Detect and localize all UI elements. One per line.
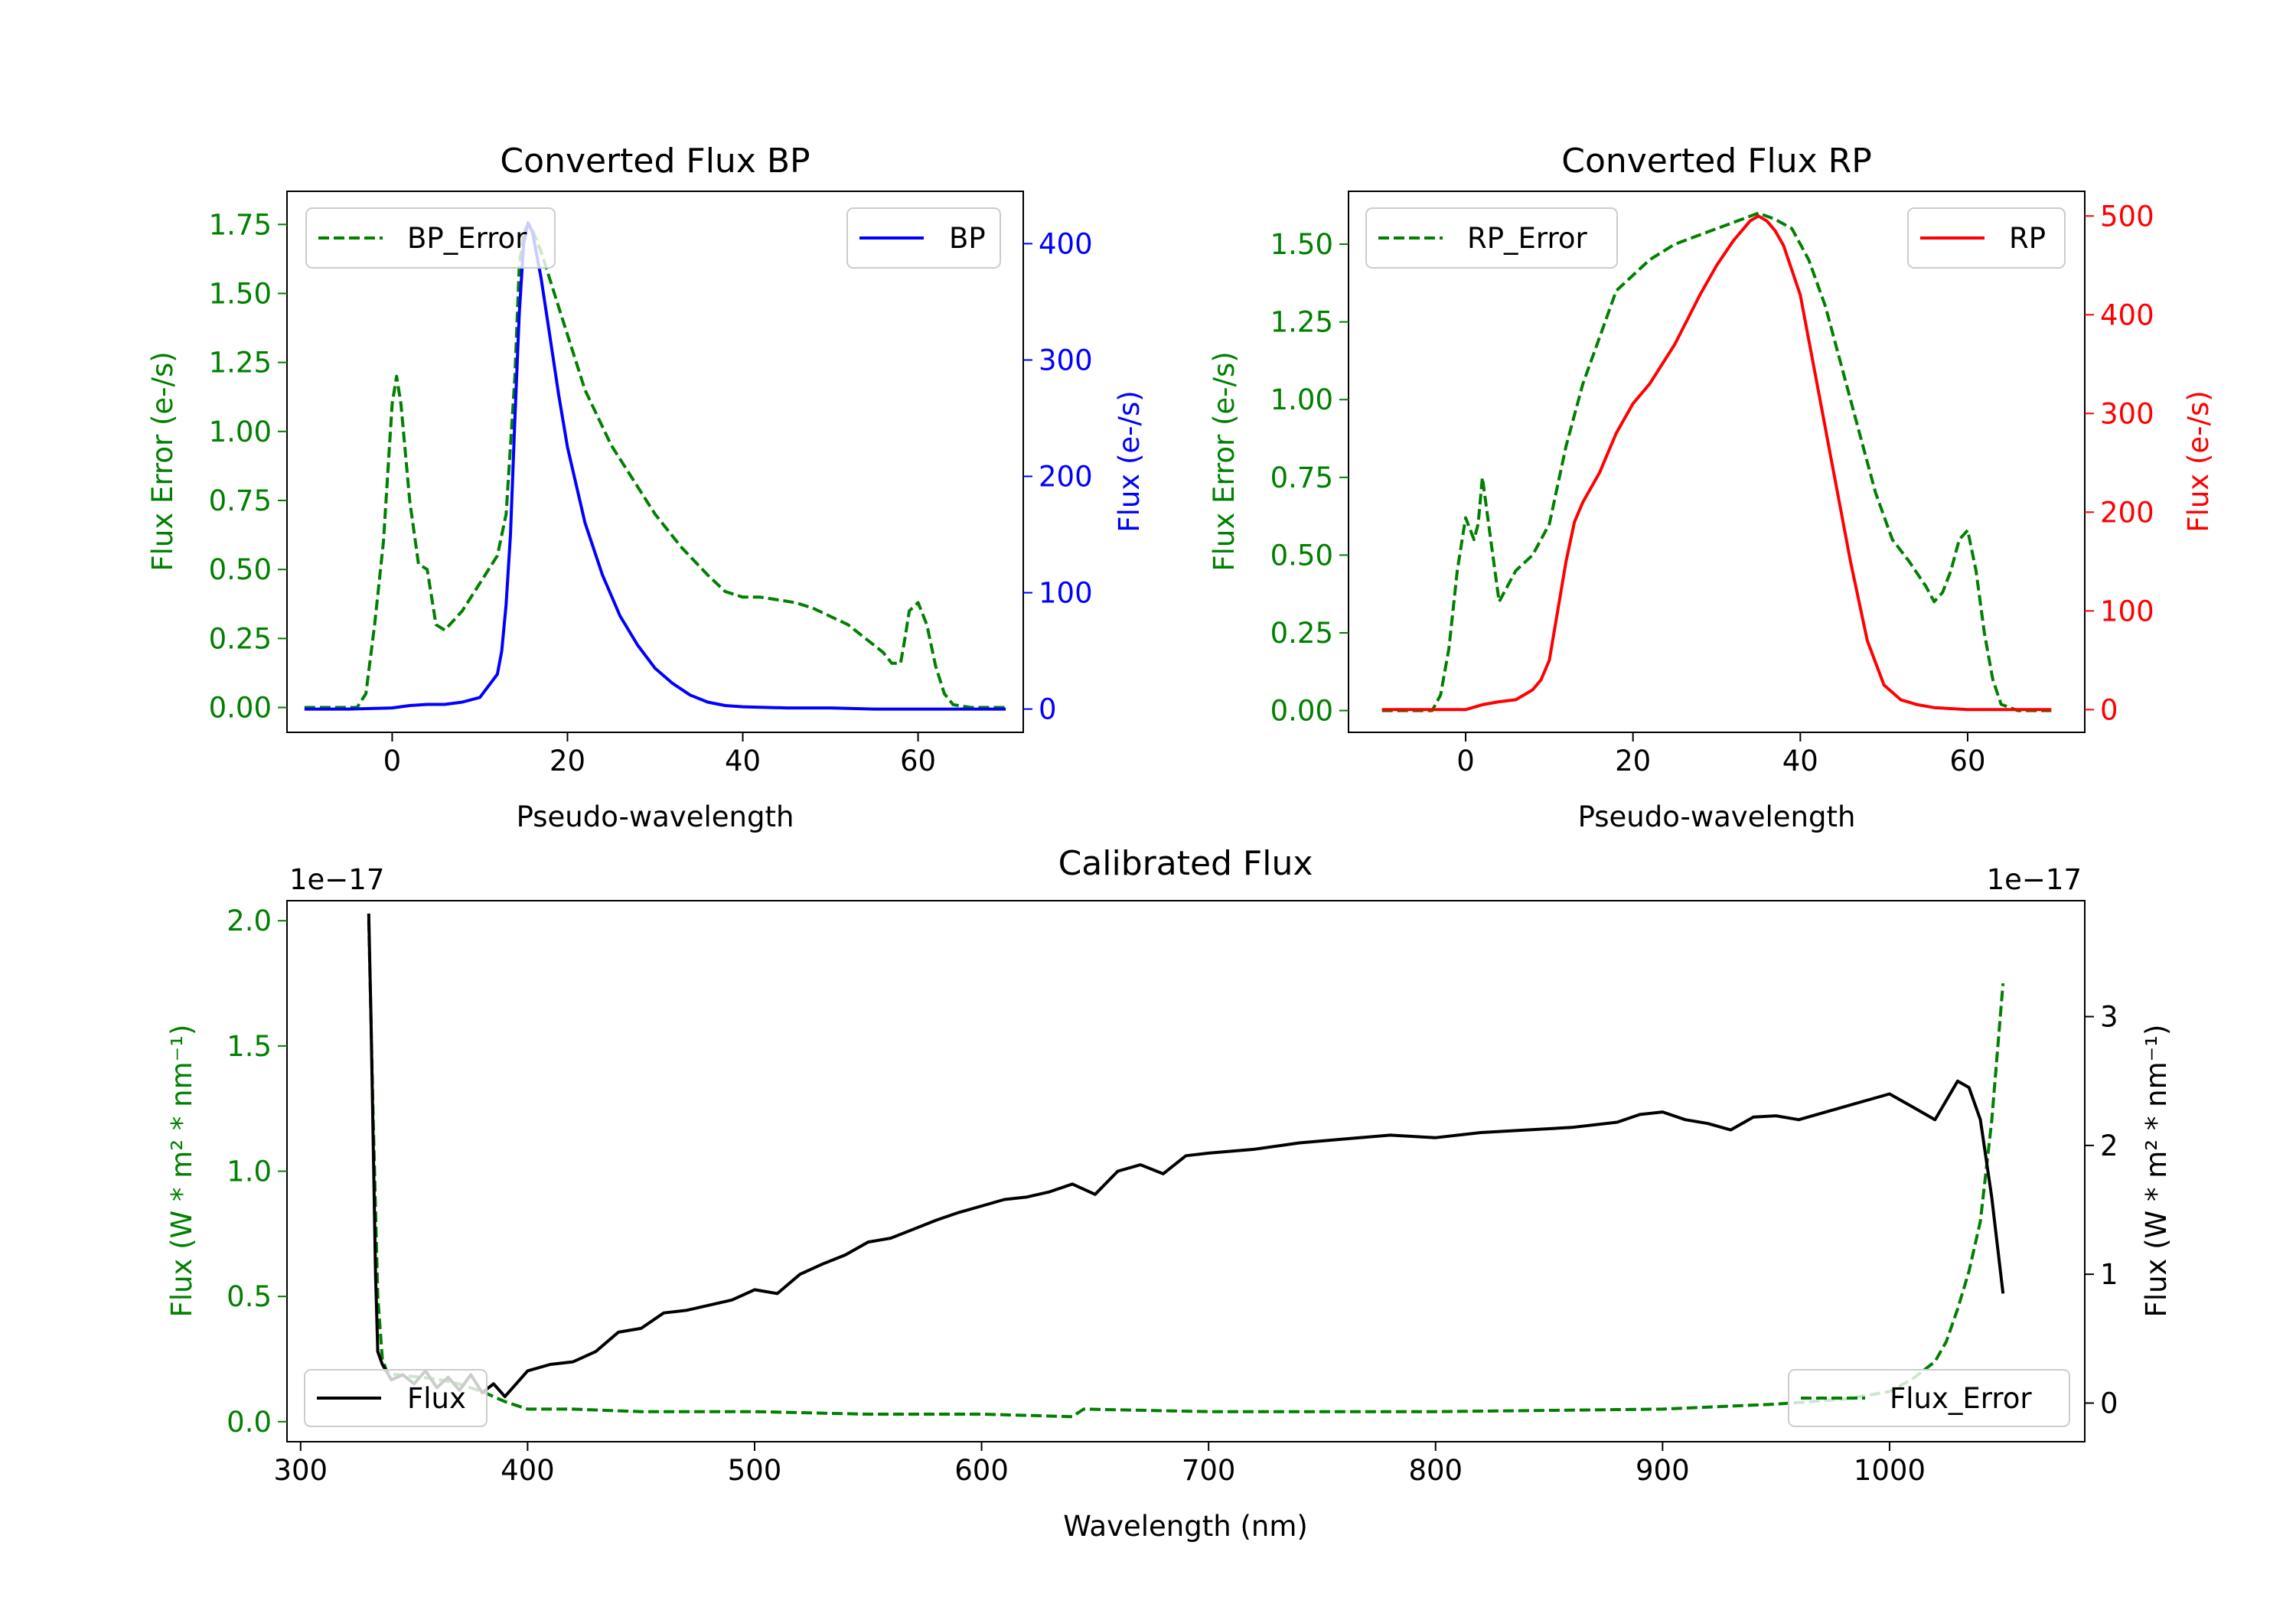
x-tick-label: 700 — [1182, 1454, 1236, 1487]
y-tick-label-right: 100 — [2100, 595, 2154, 627]
y-axis-label-left-rp: Flux Error (e-/s) — [1208, 351, 1241, 571]
y-axis-label-right-rp: Flux (e-/s) — [2182, 390, 2215, 532]
y-tick-label-right: 100 — [1039, 577, 1093, 610]
x-axis-label-rp: Pseudo-wavelength — [1578, 800, 1856, 833]
y-tick-label-left: 0.0 — [227, 1406, 272, 1439]
x-tick-label: 500 — [728, 1454, 782, 1487]
x-tick-label: 800 — [1408, 1454, 1463, 1487]
y-tick-label-right: 0 — [2100, 1387, 2118, 1420]
y-tick-label-right: 200 — [1039, 461, 1093, 494]
legend-label: BP_Error — [407, 222, 527, 255]
legend-box — [1788, 1369, 2070, 1427]
y-tick-label-right: 400 — [2100, 298, 2154, 331]
y-axis-label-left-bp: Flux Error (e-/s) — [146, 351, 179, 571]
series-lines-bp — [304, 221, 1006, 711]
y-tick-label-left: 0.25 — [209, 622, 272, 655]
x-tick-label: 60 — [900, 745, 936, 777]
series-line-bp-error — [304, 223, 1006, 709]
y-tick-label-left: 1.00 — [209, 416, 272, 448]
y-tick-label-left: 0.5 — [227, 1280, 272, 1313]
x-tick-label: 60 — [1949, 745, 1985, 777]
x-tick-label: 0 — [1456, 745, 1475, 777]
x-tick-label: 0 — [383, 745, 402, 777]
plot-area-bp — [286, 191, 1024, 733]
y-tick-label-left: 1.25 — [209, 347, 272, 380]
legend-flux: Flux — [304, 1369, 488, 1427]
y-tick-label-left: 0.50 — [1270, 539, 1333, 572]
chart-title-bp: Converted Flux BP — [500, 142, 810, 181]
series-line-bp — [304, 221, 1006, 711]
legend-rp: RP — [1907, 207, 2066, 269]
y-axis-label-right-bp: Flux (e-/s) — [1113, 390, 1146, 532]
x-tick-label: 20 — [1615, 745, 1651, 777]
ticks-calibrated: 300 400 500 600 700 800 900 1000 0.0 0.5 1.0 1.5 2.0… — [227, 905, 2118, 1487]
y-tick-label-left: 1.50 — [1270, 228, 1333, 261]
x-tick-label: 40 — [725, 745, 761, 777]
legend-box — [1365, 207, 1618, 269]
legend-flux-error: Flux_Error — [1788, 1369, 2070, 1427]
plot-area-rp — [1348, 191, 2086, 733]
legend-label: RP — [2009, 222, 2046, 255]
y-tick-label-right: 300 — [2100, 397, 2154, 430]
y-tick-label-right: 400 — [1039, 227, 1093, 260]
offset-text-right: 1e−17 — [1987, 863, 2082, 896]
chart-title-calibrated: Calibrated Flux — [1058, 844, 1313, 883]
x-tick-label: 300 — [273, 1454, 328, 1487]
y-tick-label-left: 1.00 — [1270, 383, 1333, 416]
y-tick-label-left: 1.50 — [209, 277, 272, 310]
y-tick-label-left: 0.75 — [1270, 461, 1333, 494]
y-tick-label-left: 0.25 — [1270, 617, 1333, 650]
y-tick-label-right: 500 — [2100, 200, 2154, 233]
series-line-rp — [1381, 214, 2052, 712]
series-line-rp-error — [1381, 211, 2052, 712]
series-lines-rp — [1381, 211, 2052, 712]
x-tick-label: 600 — [954, 1454, 1009, 1487]
y-tick-label-right: 3 — [2100, 1001, 2118, 1034]
y-tick-label-left: 1.25 — [1270, 306, 1333, 339]
legend-bp: BP — [846, 207, 1001, 269]
legend-rp-error: RP_Error — [1365, 207, 1618, 269]
y-axis-label-right-calibrated: Flux (W * m² * nm⁻¹) — [2140, 1025, 2173, 1318]
y-tick-label-right: 0 — [1039, 693, 1057, 726]
y-tick-label-right: 300 — [1039, 344, 1093, 376]
ticks-rp: 0 20 40 60 0.00 0.25 0.50 0.75 1.00 1.25 1.50 0 100 2… — [1270, 200, 2154, 777]
y-tick-label-left: 0.75 — [209, 484, 272, 517]
panel-bp: Converted Flux BP Pseudo-wavelength Flux… — [146, 142, 1146, 833]
y-tick-label-right: 1 — [2100, 1258, 2118, 1291]
x-tick-label: 400 — [501, 1454, 555, 1487]
legend-bp-error: BP_Error — [305, 207, 556, 269]
chart-title-rp: Converted Flux RP — [1561, 142, 1872, 181]
legend-label: Flux — [407, 1382, 466, 1415]
y-tick-label-left: 0.00 — [1270, 695, 1333, 728]
y-tick-label-left: 0.50 — [209, 553, 272, 586]
x-axis-label-calibrated: Wavelength (nm) — [1063, 1510, 1308, 1543]
y-axis-label-left-calibrated: Flux (W * m² * nm⁻¹) — [165, 1025, 198, 1318]
legend-label: Flux_Error — [1890, 1382, 2032, 1415]
y-tick-label-left: 0.00 — [209, 692, 272, 725]
y-tick-label-right: 0 — [2100, 693, 2118, 726]
y-tick-label-left: 2.0 — [227, 905, 272, 937]
legend-label: RP_Error — [1467, 222, 1587, 255]
y-tick-label-left: 1.0 — [227, 1156, 272, 1188]
y-tick-label-left: 1.5 — [227, 1030, 272, 1063]
x-tick-label: 20 — [550, 745, 585, 777]
x-tick-label: 900 — [1636, 1454, 1690, 1487]
panel-rp: Converted Flux RP Pseudo-wavelength Flux… — [1208, 142, 2215, 833]
x-tick-label: 40 — [1782, 745, 1818, 777]
ticks-bp: 0 20 40 60 0.00 0.25 0.50 0.75 1.00 1.25 1.50 1.75 0… — [209, 208, 1093, 777]
x-tick-label: 1000 — [1854, 1454, 1926, 1487]
y-tick-label-right: 200 — [2100, 496, 2154, 529]
legend-box — [304, 1369, 488, 1427]
offset-text-left: 1e−17 — [289, 863, 384, 896]
panel-calibrated: Calibrated Flux Wavelength (nm) Flux (W … — [165, 844, 2173, 1543]
legend-box — [1907, 207, 2066, 269]
y-tick-label-left: 1.75 — [209, 208, 272, 241]
legend-box — [305, 207, 556, 269]
x-axis-label-bp: Pseudo-wavelength — [517, 800, 794, 833]
legend-label: BP — [949, 222, 986, 255]
y-tick-label-right: 2 — [2100, 1129, 2118, 1162]
